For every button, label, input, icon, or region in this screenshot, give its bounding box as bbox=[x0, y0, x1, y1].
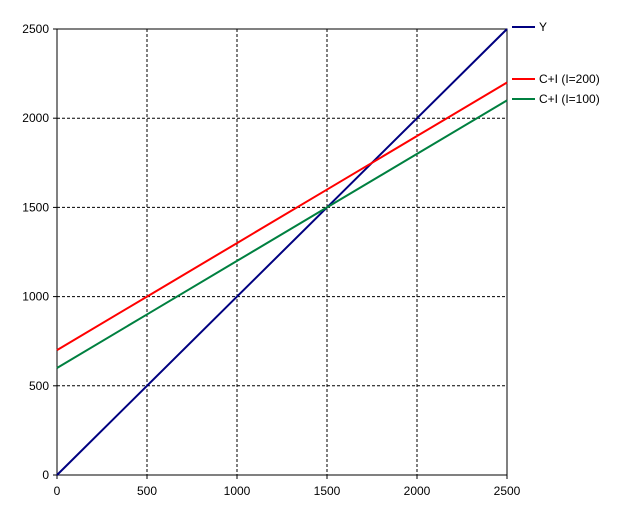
series-line-y bbox=[56, 28, 508, 476]
series-lines bbox=[56, 28, 508, 476]
y-axis-ticks: 0 500 1000 1500 2000 2500 bbox=[22, 22, 57, 482]
x-tick-label: 500 bbox=[137, 484, 157, 498]
series-line-c-i-i-200 bbox=[56, 81, 508, 351]
grid bbox=[57, 29, 507, 475]
y-tick-label: 500 bbox=[29, 379, 49, 393]
legend-label: C+I (I=200) bbox=[539, 72, 600, 86]
x-axis-ticks: 0 500 1000 1500 2000 2500 bbox=[54, 475, 521, 498]
x-tick-label: 1000 bbox=[224, 484, 251, 498]
y-tick-label: 1500 bbox=[22, 200, 49, 214]
x-tick-label: 2000 bbox=[404, 484, 431, 498]
x-tick-label: 2500 bbox=[494, 484, 521, 498]
legend-label: C+I (I=100) bbox=[539, 92, 600, 106]
legend-label: Y bbox=[539, 20, 547, 34]
y-tick-label: 2000 bbox=[22, 111, 49, 125]
x-tick-label: 0 bbox=[54, 484, 61, 498]
x-tick-label: 1500 bbox=[314, 484, 341, 498]
y-tick-label: 0 bbox=[42, 468, 49, 482]
y-tick-label: 1000 bbox=[22, 290, 49, 304]
series-line-c-i-i-100 bbox=[56, 99, 508, 369]
legend: Y C+I (I=200) C+I (I=100) bbox=[512, 20, 600, 106]
y-tick-label: 2500 bbox=[22, 22, 49, 36]
